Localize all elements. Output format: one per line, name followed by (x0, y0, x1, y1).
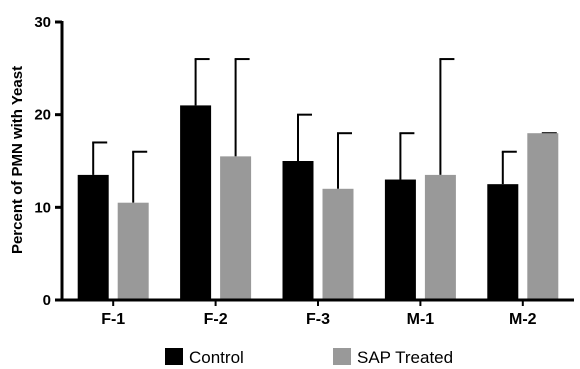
x-tick-label: F-1 (101, 311, 125, 328)
y-tick-label: 30 (34, 14, 51, 31)
x-tick-label: M-2 (509, 311, 537, 328)
bar-sap-treated-m-1 (424, 174, 456, 300)
legend: Control SAP Treated (165, 348, 453, 367)
bar-sap-treated-m-2 (527, 133, 559, 300)
chart-axes: F-1 F-2 F-3 M-1 M-2 0 10 20 30 (34, 14, 574, 328)
bar-sap-treated-f-1 (117, 202, 149, 300)
bar-control-m-2 (487, 184, 519, 300)
y-tick-label: 20 (34, 107, 51, 124)
bar-control-m-1 (384, 179, 416, 300)
legend-label: Control (189, 348, 244, 367)
legend-swatch (165, 348, 183, 365)
bar-control-f-2 (180, 105, 212, 301)
legend-swatch (333, 348, 351, 365)
chart-marks (77, 58, 559, 301)
legend-label: SAP Treated (357, 348, 453, 367)
y-tick-label: 0 (43, 292, 51, 309)
x-tick-label: F-2 (204, 311, 228, 328)
bar-control-f-1 (77, 174, 109, 300)
y-tick-label: 10 (34, 199, 51, 216)
bar-sap-treated-f-2 (220, 156, 252, 300)
x-tick-label: F-3 (306, 311, 330, 328)
x-tick-label: M-1 (407, 311, 435, 328)
bar-control-f-3 (282, 161, 314, 300)
bar-sap-treated-f-3 (322, 188, 354, 300)
y-axis-title: Percent of PMN with Yeast (9, 66, 26, 254)
